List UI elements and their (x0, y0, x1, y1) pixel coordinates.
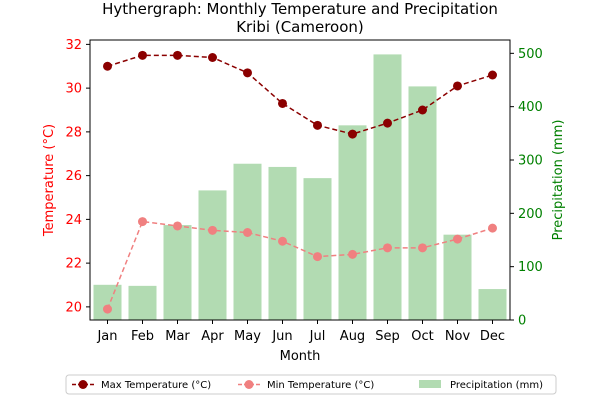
left-tick-label: 24 (65, 213, 82, 228)
max-temp-point-oct (418, 105, 427, 115)
left-tick-label: 28 (65, 125, 82, 140)
min-temp-point-may (243, 228, 252, 237)
legend-max-marker (78, 380, 88, 389)
legend-precip-swatch (419, 380, 441, 388)
max-temp-point-feb (138, 50, 147, 60)
right-tick-label: 500 (518, 47, 543, 62)
precip-bar-dec (478, 289, 507, 320)
max-temp-point-may (243, 68, 252, 78)
precip-bar-jul (303, 178, 332, 320)
precip-bar-jan (93, 284, 122, 320)
left-tick-label: 26 (65, 169, 82, 184)
precip-bar-aug (338, 125, 367, 320)
right-tick-label: 0 (518, 314, 526, 329)
min-temp-point-jul (313, 252, 322, 262)
right-axis: 0 100 200 300 400 500 (510, 47, 543, 329)
max-temp-point-mar (173, 50, 182, 60)
min-temp-point-dec (488, 223, 497, 233)
x-tick-label-apr: Apr (201, 329, 224, 344)
legend-box (65, 374, 557, 395)
min-temp-point-jan (103, 304, 112, 314)
legend-precip-label: Precipitation (mm) (450, 380, 543, 391)
precip-bar-nov (443, 234, 472, 320)
min-temp-point-oct (418, 243, 427, 253)
legend-min-marker (244, 380, 254, 389)
x-tick-label-may: May (234, 329, 261, 344)
min-temp-point-aug (348, 249, 357, 259)
x-tick-label-oct: Oct (411, 329, 433, 344)
right-tick-label: 200 (518, 207, 543, 222)
x-tick-label-aug: Aug (340, 329, 365, 344)
x-tick-label-jan: Jan (96, 329, 117, 344)
x-tick-label-mar: Mar (165, 329, 190, 344)
precip-bar-sep (373, 54, 402, 321)
left-tick-label: 22 (65, 257, 82, 272)
x-axis-label: Month (280, 349, 321, 364)
max-temp-point-nov (453, 81, 462, 91)
max-temp-point-apr (208, 53, 217, 62)
right-tick-label: 300 (518, 154, 543, 169)
min-temp-point-sep (383, 243, 392, 253)
min-temp-point-apr (208, 225, 217, 235)
right-tick-label: 100 (518, 260, 543, 275)
min-temp-point-jun (278, 236, 287, 246)
min-temp-point-nov (453, 234, 462, 244)
min-temp-point-mar (173, 221, 182, 231)
x-tick-label-jul: Jul (309, 329, 326, 344)
right-tick-label: 400 (518, 100, 543, 115)
precipitation-bars (93, 54, 507, 321)
left-tick-label: 20 (65, 300, 82, 315)
legend-max-label: Max Temperature (°C) (101, 380, 211, 391)
max-temp-point-jun (278, 98, 287, 108)
max-temp-point-dec (488, 70, 497, 80)
left-tick-label: 32 (65, 38, 82, 53)
legend-min-label: Min Temperature (°C) (267, 380, 374, 391)
x-tick-label-feb: Feb (131, 329, 154, 344)
max-temp-point-sep (383, 118, 392, 128)
precip-bar-may (233, 163, 262, 320)
max-temp-point-jul (313, 120, 322, 130)
plot-frame (89, 39, 511, 321)
precip-bar-mar (163, 225, 192, 320)
min-temp-point-feb (138, 217, 147, 227)
left-axis: 20 22 24 26 28 30 32 (65, 38, 90, 315)
x-tick-label-dec: Dec (480, 329, 505, 344)
max-temp-point-aug (348, 129, 357, 139)
left-tick-label: 30 (65, 82, 82, 97)
chart-subtitle: Kribi (Cameroon) (236, 18, 364, 36)
temperature-lines (103, 50, 497, 314)
max-temp-line (107, 54, 493, 135)
chart-title: Hythergraph: Monthly Temperature and Pre… (102, 0, 498, 18)
precip-bar-oct (408, 86, 437, 321)
right-axis-label: Precipitation (mm) (551, 120, 566, 241)
precip-bar-feb (128, 285, 157, 320)
precip-bar-apr (198, 190, 227, 320)
x-tick-label-jun: Jun (271, 329, 292, 344)
max-temp-point-jan (103, 61, 112, 71)
x-tick-label-nov: Nov (445, 329, 471, 344)
x-axis: Jan Feb Mar Apr May Jun Jul Aug Sep Oct Nov Dec (96, 320, 505, 344)
left-axis-label: Temperature (°C) (42, 124, 57, 237)
x-tick-label-sep: Sep (375, 329, 400, 344)
legend: Max Temperature (°C) Min Temperature (°C… (65, 374, 557, 395)
min-temp-line (106, 220, 493, 310)
